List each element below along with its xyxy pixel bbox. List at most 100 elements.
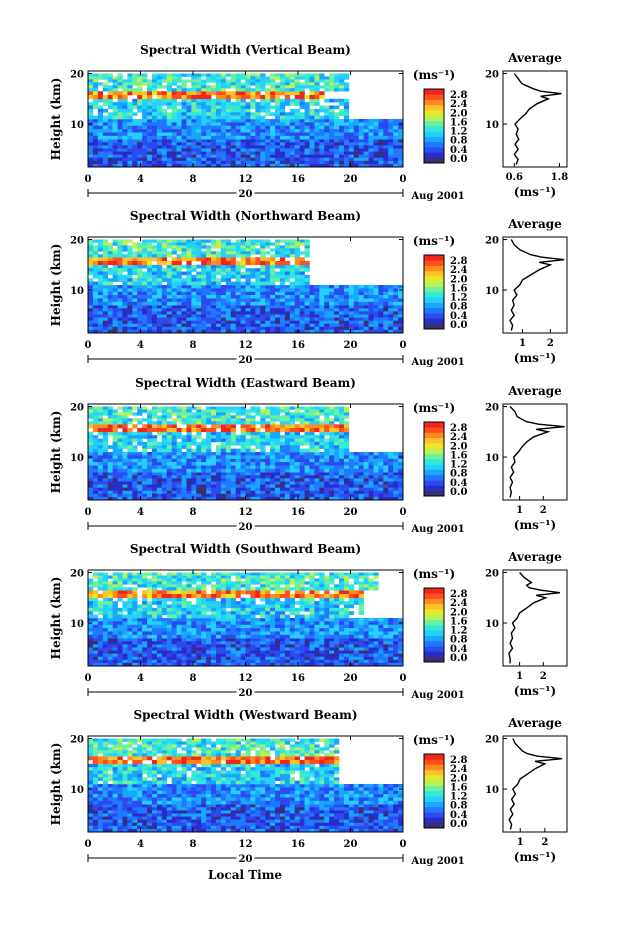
heatmap-cell xyxy=(220,452,227,456)
heatmap-cell xyxy=(279,298,286,303)
heatmap-cell xyxy=(196,248,202,252)
heatmap-cell xyxy=(260,490,266,495)
heatmap-cell xyxy=(92,441,99,446)
heatmap-cell xyxy=(92,157,99,162)
heatmap-cell xyxy=(151,160,158,165)
heatmap-cell xyxy=(220,148,227,152)
heatmap-cell xyxy=(132,475,138,479)
heatmap-cell xyxy=(211,487,217,492)
heatmap-cell xyxy=(245,142,251,146)
heatmap-cell xyxy=(324,418,330,422)
heatmap-cell xyxy=(294,122,300,127)
heatmap-cell xyxy=(211,317,217,321)
heatmap-cell xyxy=(201,418,207,422)
heatmap-cell xyxy=(147,108,153,113)
heatmap-cell xyxy=(284,91,291,96)
heatmap-cell xyxy=(166,76,172,80)
heatmap-cell xyxy=(211,472,217,476)
average-frame xyxy=(502,236,568,334)
heatmap-cell xyxy=(260,311,266,315)
heatmap-cell xyxy=(255,638,261,642)
heatmap-cell xyxy=(156,115,163,120)
heatmap-cell xyxy=(186,151,192,155)
heatmap-cell xyxy=(250,415,256,419)
heatmap-cell xyxy=(240,448,246,453)
heatmap-cell xyxy=(363,151,369,155)
heatmap-cell xyxy=(304,251,310,255)
heatmap-cell xyxy=(215,493,222,498)
heatmap-cell xyxy=(324,329,330,334)
heatmap-cell xyxy=(147,115,153,120)
heatmap-cell xyxy=(265,135,271,140)
heatmap-cell xyxy=(137,428,143,433)
heatmap-cell xyxy=(339,129,345,133)
heatmap-cell xyxy=(324,326,330,331)
heatmap-cell xyxy=(137,257,143,262)
heatmap-cell xyxy=(220,264,227,269)
colorbar-swatch xyxy=(424,480,444,486)
heatmap-cell xyxy=(137,108,143,113)
heatmap-cell xyxy=(289,98,296,103)
heatmap-cell xyxy=(368,481,374,485)
heatmap-cell xyxy=(270,274,276,279)
heatmap-cell xyxy=(304,317,310,321)
heatmap-cell xyxy=(309,435,315,439)
heatmap-cell xyxy=(255,409,261,413)
heatmap-cell xyxy=(270,261,276,266)
heatmap-cell xyxy=(279,478,286,482)
heatmap-cell xyxy=(289,462,296,466)
heatmap-cell xyxy=(206,268,212,272)
heatmap-cell xyxy=(112,261,118,266)
heatmap-cell xyxy=(368,119,374,123)
heatmap-cell xyxy=(215,435,222,439)
heatmap-cell xyxy=(201,326,207,331)
heatmap-cell xyxy=(211,254,217,258)
heatmap-cell xyxy=(171,484,177,488)
heatmap-cell xyxy=(265,308,271,312)
heatmap-cell xyxy=(196,98,202,103)
heatmap-cell xyxy=(284,458,291,463)
heatmap-cell xyxy=(161,139,168,143)
heatmap-cell xyxy=(260,242,266,246)
heatmap-cell xyxy=(206,487,212,492)
heatmap-cell xyxy=(156,142,163,146)
heatmap-cell xyxy=(240,285,246,289)
heatmap-cell xyxy=(250,435,256,439)
heatmap-cell xyxy=(348,298,355,303)
heatmap-cell xyxy=(88,448,94,453)
heatmap-cell xyxy=(156,122,163,127)
heatmap-cell xyxy=(339,76,345,80)
heatmap-cell xyxy=(334,145,340,149)
heatmap-cell xyxy=(127,76,133,80)
heatmap-cell xyxy=(368,122,374,127)
heatmap-cell xyxy=(112,257,118,262)
heatmap-cell xyxy=(383,458,389,463)
heatmap-cell xyxy=(299,421,305,425)
avg-x-tick-label: 2 xyxy=(547,338,554,349)
heatmap-cell xyxy=(255,465,261,470)
heatmap-cell xyxy=(393,320,399,325)
heatmap-cell xyxy=(102,326,108,331)
heatmap-cell xyxy=(107,268,113,272)
heatmap-cell xyxy=(191,291,197,296)
heatmap-cell xyxy=(161,85,168,89)
heatmap-cell xyxy=(88,112,94,116)
heatmap-cell xyxy=(92,115,99,120)
heatmap-cell xyxy=(161,295,168,299)
heatmap-cell xyxy=(186,251,192,255)
heatmap-cell xyxy=(339,295,345,299)
heatmap-cell xyxy=(147,295,153,299)
heatmap-cell xyxy=(166,428,172,433)
heatmap-cell xyxy=(358,317,364,321)
heatmap-cell xyxy=(245,465,251,470)
heatmap-cell xyxy=(127,245,133,249)
heatmap-cell xyxy=(161,493,168,498)
x-tick-label: 16 xyxy=(291,174,305,185)
heatmap-cell xyxy=(186,145,192,149)
x-tick-label: 20 xyxy=(344,340,358,351)
heatmap-cell xyxy=(324,308,330,312)
heatmap-cell xyxy=(166,475,172,479)
heatmap-cell xyxy=(314,132,320,137)
heatmap-cell xyxy=(245,320,251,325)
heatmap-cell xyxy=(304,112,310,116)
